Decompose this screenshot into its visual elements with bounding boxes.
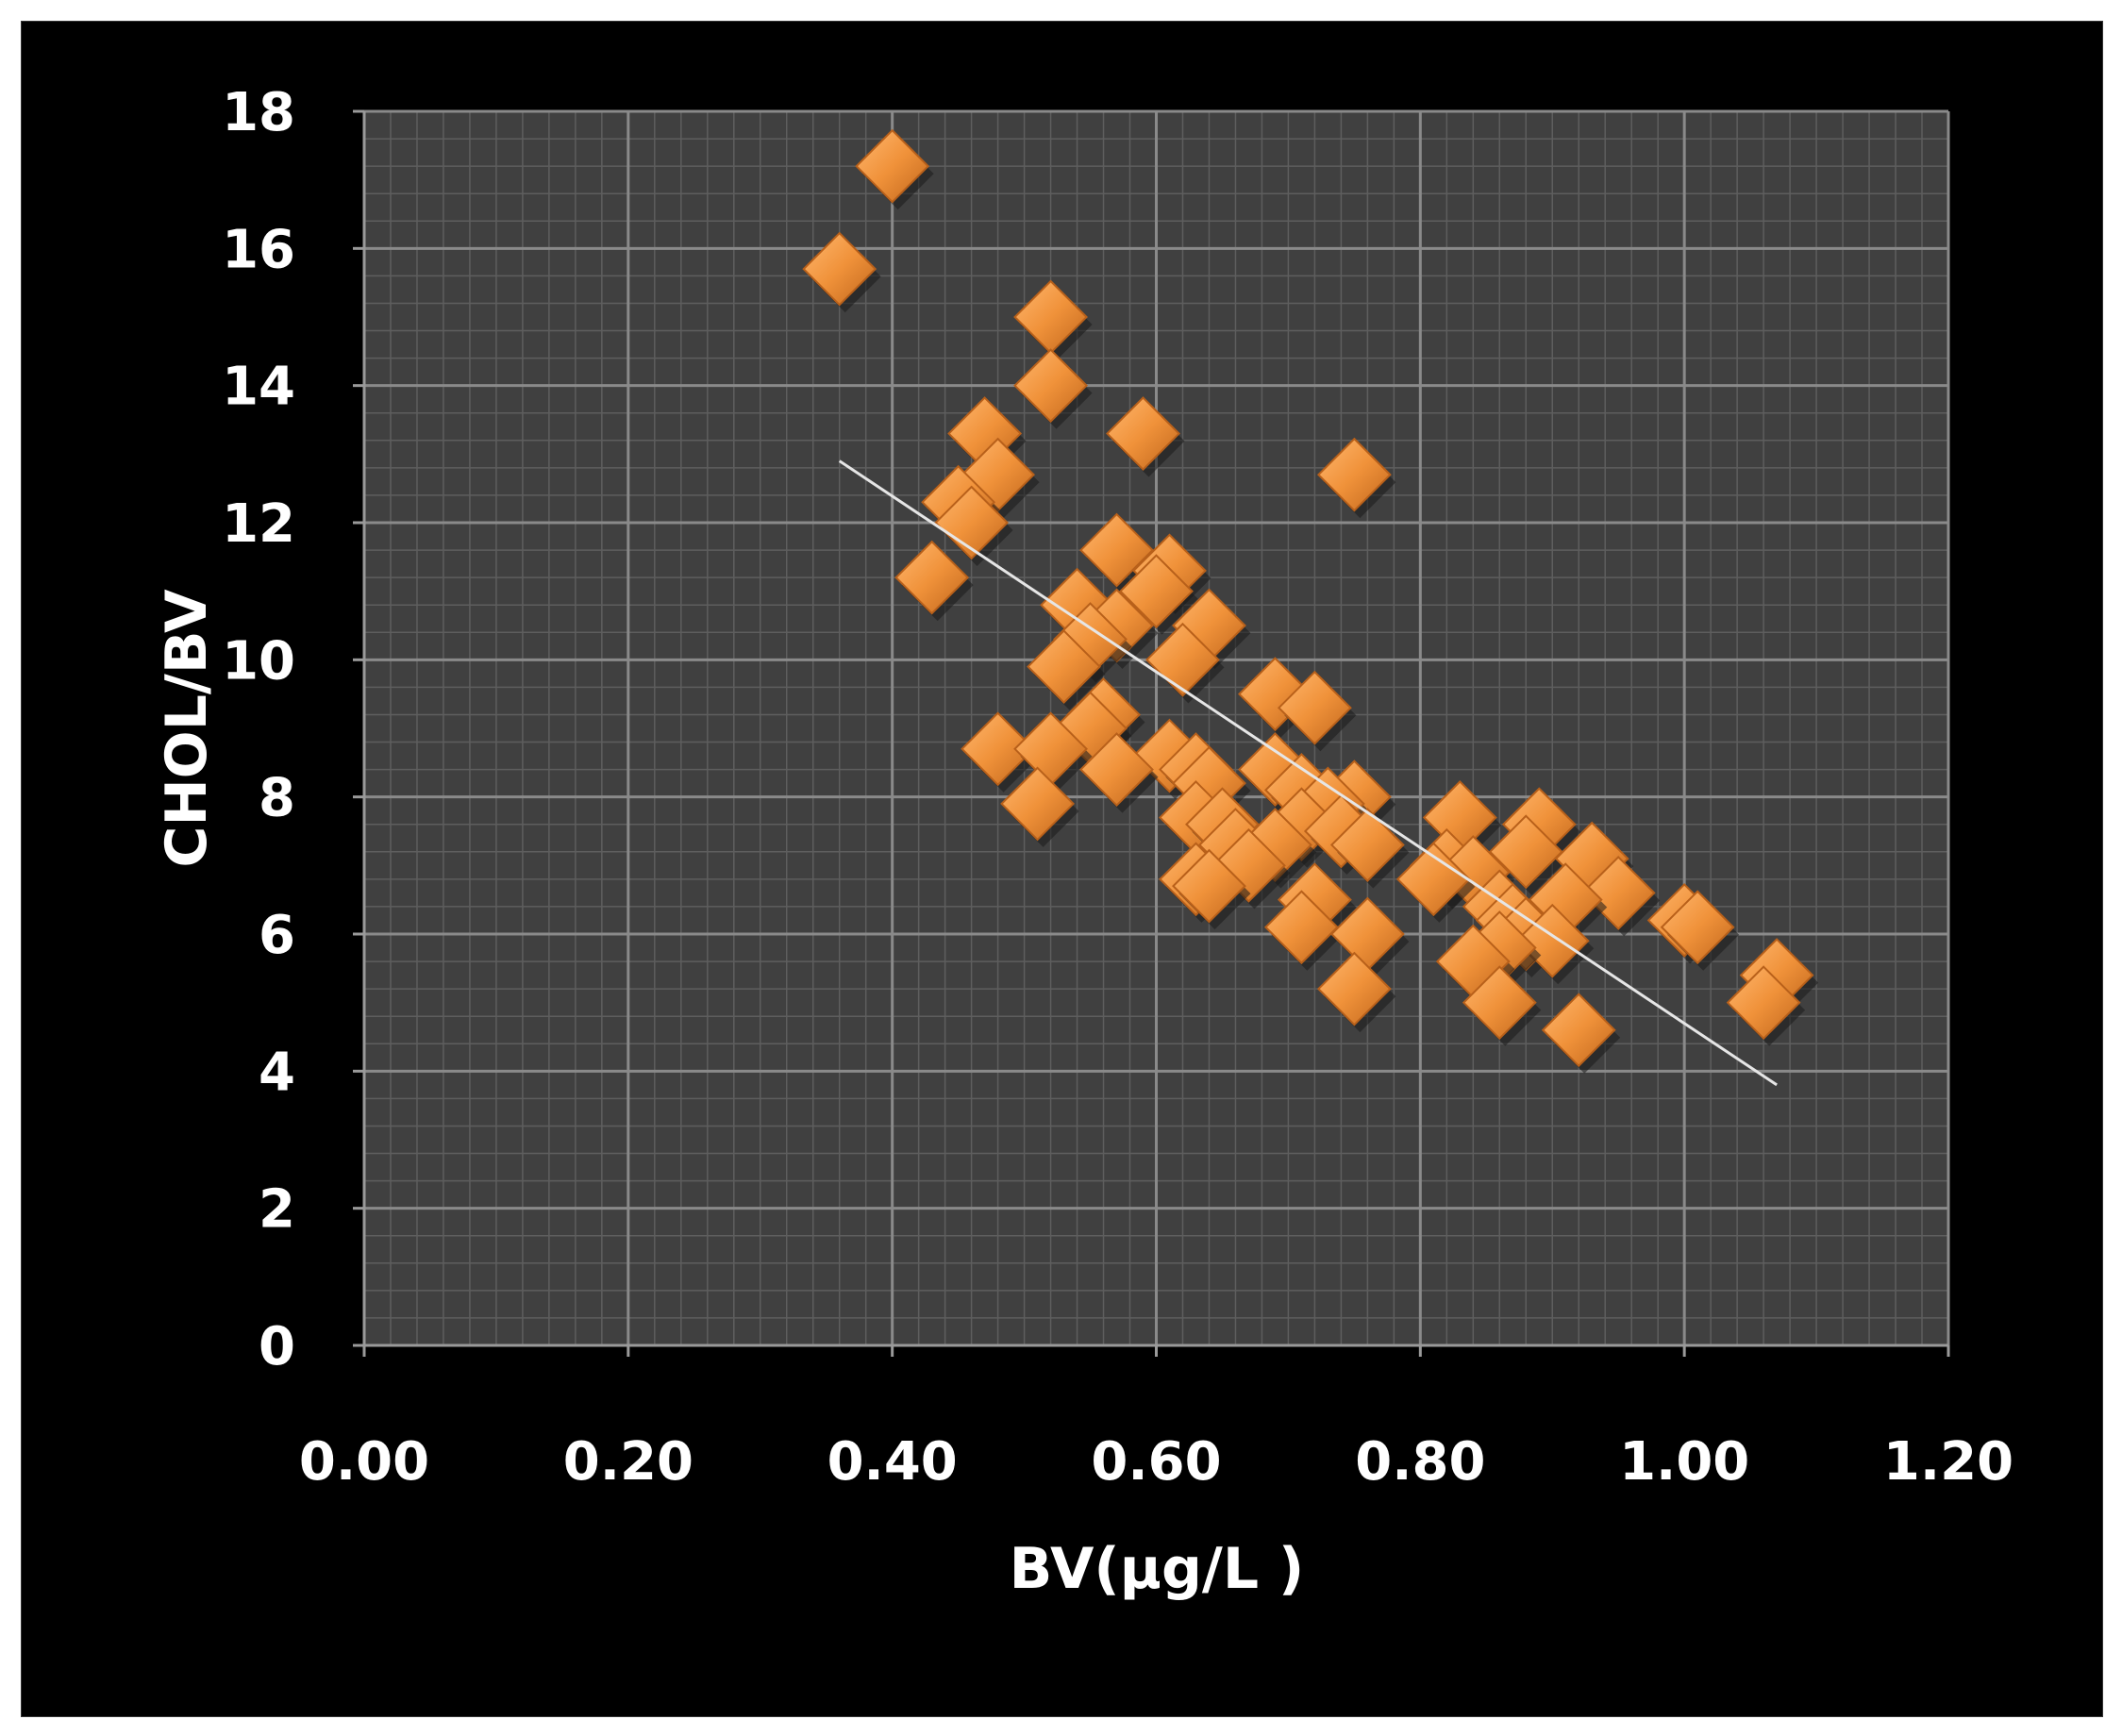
data-point-marker	[1660, 890, 1735, 965]
data-point-marker	[894, 540, 970, 615]
x-tick-label: 0.40	[827, 1431, 958, 1493]
data-point	[1013, 711, 1093, 793]
data-point-marker	[1013, 348, 1088, 424]
data-point-marker	[1263, 890, 1339, 965]
data-point	[1541, 993, 1621, 1074]
data-point-marker	[1395, 842, 1471, 917]
y-tick-label: 2	[259, 1179, 295, 1241]
x-tick-label: 1.20	[1883, 1431, 2013, 1493]
data-point-marker	[961, 711, 1036, 787]
chart-frame: 0.00 0.20 0.40 0.60 0.80 1.00 1.20 0 2 4 6 8 10 12 14…	[21, 21, 2103, 1717]
y-tick-label: 12	[222, 493, 295, 555]
y-tick-label: 8	[259, 768, 295, 829]
x-tick-labels: 0.00 0.20 0.40 0.60 0.80 1.00 1.20	[299, 1431, 2013, 1493]
y-tick-label: 18	[222, 82, 295, 143]
x-tick-label: 1.00	[1619, 1431, 1749, 1493]
data-point	[1027, 629, 1106, 710]
data-point-marker	[1488, 814, 1563, 890]
trendline	[838, 459, 1778, 1087]
data-point	[1013, 348, 1093, 429]
y-tick-label: 10	[222, 630, 295, 692]
data-point-marker	[1119, 554, 1194, 629]
data-point-marker	[1277, 670, 1352, 745]
data-point	[1462, 965, 1542, 1046]
data-point-marker	[1316, 437, 1392, 512]
data-point	[1660, 890, 1740, 971]
data-point	[961, 711, 1040, 793]
data-point	[934, 485, 1013, 566]
data-point-marker	[1027, 629, 1101, 705]
data-point-marker	[1000, 766, 1075, 842]
y-tick-labels: 0 2 4 6 8 10 12 14 16 18	[222, 82, 295, 1377]
data-point	[1079, 732, 1159, 813]
data-point	[802, 231, 881, 313]
x-tick-label: 0.60	[1091, 1431, 1221, 1493]
data-point	[855, 128, 934, 210]
data-point	[1145, 622, 1225, 704]
data-point-marker	[802, 231, 877, 307]
data-point-marker	[1541, 993, 1616, 1068]
data-point-marker	[855, 128, 930, 204]
data-point-marker	[1462, 965, 1537, 1041]
y-tick-label: 0	[259, 1316, 295, 1377]
data-point	[1106, 396, 1185, 477]
axes	[353, 109, 1950, 1357]
data-points	[802, 128, 1819, 1074]
data-point-marker	[1726, 965, 1801, 1041]
data-point-marker	[1079, 732, 1154, 808]
data-point	[1000, 766, 1079, 847]
data-point	[1726, 965, 1806, 1046]
y-tick-label: 6	[259, 905, 295, 966]
y-tick-label: 16	[222, 219, 295, 280]
data-point	[1488, 814, 1568, 895]
y-axis-title: CHOL/BV	[154, 589, 220, 868]
x-tick-label: 0.20	[563, 1431, 693, 1493]
scatter-chart: 0.00 0.20 0.40 0.60 0.80 1.00 1.20 0 2 4 6 8 10 12 14…	[154, 82, 2013, 1602]
data-point-marker	[1329, 808, 1405, 882]
x-tick-label: 0.80	[1355, 1431, 1485, 1493]
data-point-marker	[1172, 848, 1246, 924]
data-point	[1316, 951, 1396, 1033]
data-point-marker	[934, 485, 1010, 560]
y-tick-label: 14	[222, 357, 295, 418]
data-point	[1277, 670, 1357, 752]
data-point	[1395, 842, 1476, 923]
data-point	[1316, 437, 1396, 519]
data-point-marker	[1106, 396, 1180, 471]
x-axis-title: BV(μg/L )	[1010, 1536, 1305, 1602]
data-point	[1172, 848, 1251, 930]
data-point-marker	[1079, 512, 1154, 588]
data-point-marker	[1316, 951, 1392, 1027]
data-point	[1329, 808, 1410, 889]
y-tick-label: 4	[259, 1042, 295, 1103]
data-point	[894, 540, 974, 622]
x-tick-label: 0.00	[299, 1431, 429, 1493]
data-point	[1263, 890, 1344, 971]
